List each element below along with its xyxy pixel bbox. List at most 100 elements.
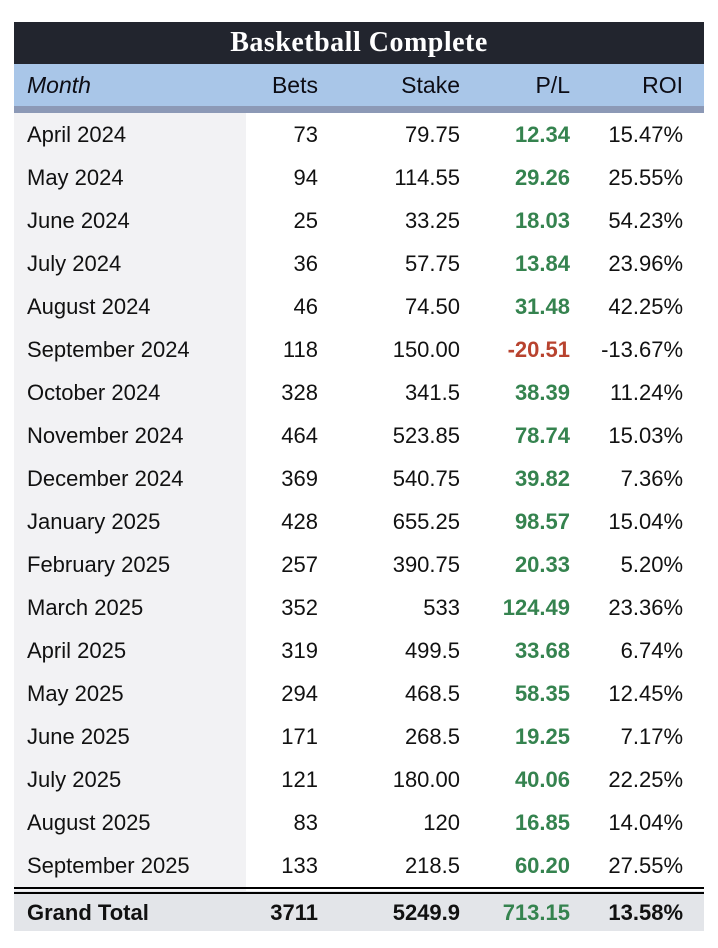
pl-cell: 60.20 bbox=[460, 844, 570, 891]
pl-cell: 19.25 bbox=[460, 715, 570, 758]
pl-cell: 39.82 bbox=[460, 457, 570, 500]
table-row: February 2025 257 390.75 20.33 5.20% bbox=[14, 543, 705, 586]
grand-total-pl: 713.15 bbox=[460, 887, 570, 931]
table-row: January 2025 428 655.25 98.57 15.04% bbox=[14, 500, 705, 543]
bets-cell: 133 bbox=[246, 844, 318, 891]
pl-cell: 58.35 bbox=[460, 672, 570, 715]
roi-cell: 54.23% bbox=[570, 199, 705, 242]
bets-cell: 25 bbox=[246, 199, 318, 242]
table-row: May 2025 294 468.5 58.35 12.45% bbox=[14, 672, 705, 715]
roi-cell: 12.45% bbox=[570, 672, 705, 715]
bets-cell: 171 bbox=[246, 715, 318, 758]
bets-cell: 118 bbox=[246, 328, 318, 371]
table-row: July 2024 36 57.75 13.84 23.96% bbox=[14, 242, 705, 285]
pl-cell: 31.48 bbox=[460, 285, 570, 328]
column-header-roi: ROI bbox=[570, 64, 705, 113]
grand-total-label: Grand Total bbox=[14, 887, 246, 931]
stake-cell: 150.00 bbox=[318, 328, 460, 371]
table-row: August 2025 83 120 16.85 14.04% bbox=[14, 801, 705, 844]
pl-cell: 38.39 bbox=[460, 371, 570, 414]
basketball-stats-table: Basketball Complete Month Bets Stake P/L… bbox=[14, 22, 705, 931]
month-cell: May 2025 bbox=[14, 672, 246, 715]
month-cell: January 2025 bbox=[14, 500, 246, 543]
stake-cell: 341.5 bbox=[318, 371, 460, 414]
bets-cell: 36 bbox=[246, 242, 318, 285]
bets-cell: 352 bbox=[246, 586, 318, 629]
roi-cell: 25.55% bbox=[570, 156, 705, 199]
month-cell: August 2024 bbox=[14, 285, 246, 328]
stake-cell: 540.75 bbox=[318, 457, 460, 500]
month-cell: March 2025 bbox=[14, 586, 246, 629]
roi-cell: 23.36% bbox=[570, 586, 705, 629]
bets-cell: 369 bbox=[246, 457, 318, 500]
table-row: June 2025 171 268.5 19.25 7.17% bbox=[14, 715, 705, 758]
stake-cell: 655.25 bbox=[318, 500, 460, 543]
roi-cell: 7.36% bbox=[570, 457, 705, 500]
bets-cell: 46 bbox=[246, 285, 318, 328]
bets-cell: 73 bbox=[246, 109, 318, 156]
table-body: April 2024 73 79.75 12.34 15.47% May 202… bbox=[14, 109, 705, 891]
roi-cell: 14.04% bbox=[570, 801, 705, 844]
stake-cell: 499.5 bbox=[318, 629, 460, 672]
table-title: Basketball Complete bbox=[14, 22, 705, 64]
table-row: April 2024 73 79.75 12.34 15.47% bbox=[14, 109, 705, 156]
bets-cell: 328 bbox=[246, 371, 318, 414]
grand-total-bets: 3711 bbox=[246, 887, 318, 931]
roi-cell: 6.74% bbox=[570, 629, 705, 672]
table-row: June 2024 25 33.25 18.03 54.23% bbox=[14, 199, 705, 242]
bets-cell: 257 bbox=[246, 543, 318, 586]
month-cell: August 2025 bbox=[14, 801, 246, 844]
roi-cell: 23.96% bbox=[570, 242, 705, 285]
month-cell: April 2025 bbox=[14, 629, 246, 672]
pl-cell: 40.06 bbox=[460, 758, 570, 801]
stake-cell: 33.25 bbox=[318, 199, 460, 242]
pl-cell: 12.34 bbox=[460, 109, 570, 156]
month-cell: April 2024 bbox=[14, 109, 246, 156]
bets-cell: 94 bbox=[246, 156, 318, 199]
pl-cell: 16.85 bbox=[460, 801, 570, 844]
month-cell: September 2025 bbox=[14, 844, 246, 891]
pl-cell: -20.51 bbox=[460, 328, 570, 371]
grand-total-roi: 13.58% bbox=[570, 887, 705, 931]
roi-cell: 22.25% bbox=[570, 758, 705, 801]
stake-cell: 268.5 bbox=[318, 715, 460, 758]
stake-cell: 79.75 bbox=[318, 109, 460, 156]
table-row: October 2024 328 341.5 38.39 11.24% bbox=[14, 371, 705, 414]
roi-cell: -13.67% bbox=[570, 328, 705, 371]
bets-cell: 319 bbox=[246, 629, 318, 672]
pl-cell: 78.74 bbox=[460, 414, 570, 457]
table-row: July 2025 121 180.00 40.06 22.25% bbox=[14, 758, 705, 801]
table-row: March 2025 352 533 124.49 23.36% bbox=[14, 586, 705, 629]
month-cell: June 2024 bbox=[14, 199, 246, 242]
grand-total-stake: 5249.9 bbox=[318, 887, 460, 931]
roi-cell: 15.47% bbox=[570, 109, 705, 156]
roi-cell: 5.20% bbox=[570, 543, 705, 586]
stake-cell: 114.55 bbox=[318, 156, 460, 199]
pl-cell: 18.03 bbox=[460, 199, 570, 242]
roi-cell: 7.17% bbox=[570, 715, 705, 758]
roi-cell: 15.03% bbox=[570, 414, 705, 457]
roi-cell: 27.55% bbox=[570, 844, 705, 891]
table-row: September 2024 118 150.00 -20.51 -13.67% bbox=[14, 328, 705, 371]
stake-cell: 74.50 bbox=[318, 285, 460, 328]
month-cell: October 2024 bbox=[14, 371, 246, 414]
bets-cell: 121 bbox=[246, 758, 318, 801]
pl-cell: 20.33 bbox=[460, 543, 570, 586]
bets-cell: 294 bbox=[246, 672, 318, 715]
pl-cell: 98.57 bbox=[460, 500, 570, 543]
stake-cell: 390.75 bbox=[318, 543, 460, 586]
month-cell: December 2024 bbox=[14, 457, 246, 500]
column-header-stake: Stake bbox=[318, 64, 460, 113]
pl-cell: 124.49 bbox=[460, 586, 570, 629]
bets-cell: 464 bbox=[246, 414, 318, 457]
bets-cell: 428 bbox=[246, 500, 318, 543]
table-row: September 2025 133 218.5 60.20 27.55% bbox=[14, 844, 705, 891]
month-cell: February 2025 bbox=[14, 543, 246, 586]
bets-cell: 83 bbox=[246, 801, 318, 844]
column-header-row: Month Bets Stake P/L ROI bbox=[14, 64, 705, 113]
stake-cell: 468.5 bbox=[318, 672, 460, 715]
table-row: May 2024 94 114.55 29.26 25.55% bbox=[14, 156, 705, 199]
column-header-bets: Bets bbox=[246, 64, 318, 113]
stake-cell: 120 bbox=[318, 801, 460, 844]
